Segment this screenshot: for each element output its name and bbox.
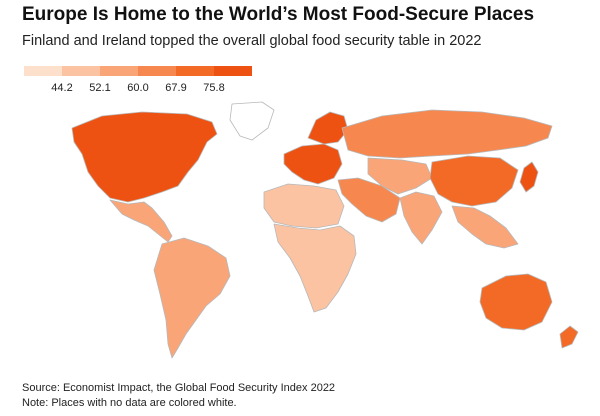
legend-tick: 67.9 — [165, 82, 187, 94]
central-america-icon — [109, 199, 173, 243]
scandinavia-icon — [307, 111, 349, 145]
legend-swatch — [214, 66, 252, 76]
new-zealand-icon — [559, 325, 579, 349]
japan-icon — [519, 161, 539, 193]
legend-swatch — [176, 66, 214, 76]
legend-swatch — [24, 66, 62, 76]
color-legend: 44.2 52.1 60.0 67.9 75.8 — [24, 66, 254, 94]
page-title: Europe Is Home to the World’s Most Food-… — [22, 4, 535, 25]
greenland-icon — [229, 101, 275, 141]
legend-scale — [24, 66, 252, 76]
southeast-asia-icon — [451, 205, 519, 249]
legend-swatch — [138, 66, 176, 76]
south-america-icon — [153, 237, 231, 359]
central-asia-icon — [367, 157, 433, 195]
australia-icon — [479, 273, 553, 331]
world-map — [71, 101, 579, 359]
sub-saharan-africa-icon — [273, 223, 357, 313]
legend-tick: 52.1 — [89, 82, 111, 94]
north-america-icon — [71, 111, 218, 203]
europe-icon — [283, 143, 343, 185]
legend-tick: 75.8 — [203, 82, 225, 94]
legend-tick: 60.0 — [127, 82, 149, 94]
south-asia-icon — [399, 191, 443, 245]
page-subtitle: Finland and Ireland topped the overall g… — [22, 33, 482, 49]
source-note: Source: Economist Impact, the Global Foo… — [22, 382, 336, 394]
north-africa-icon — [263, 183, 345, 229]
legend-swatch — [62, 66, 100, 76]
russia-icon — [341, 109, 553, 159]
china-icon — [429, 155, 519, 207]
middle-east-icon — [337, 177, 401, 223]
legend-tick: 44.2 — [51, 82, 73, 94]
legend-swatch — [100, 66, 138, 76]
no-data-note: Note: Places with no data are colored wh… — [22, 397, 237, 409]
